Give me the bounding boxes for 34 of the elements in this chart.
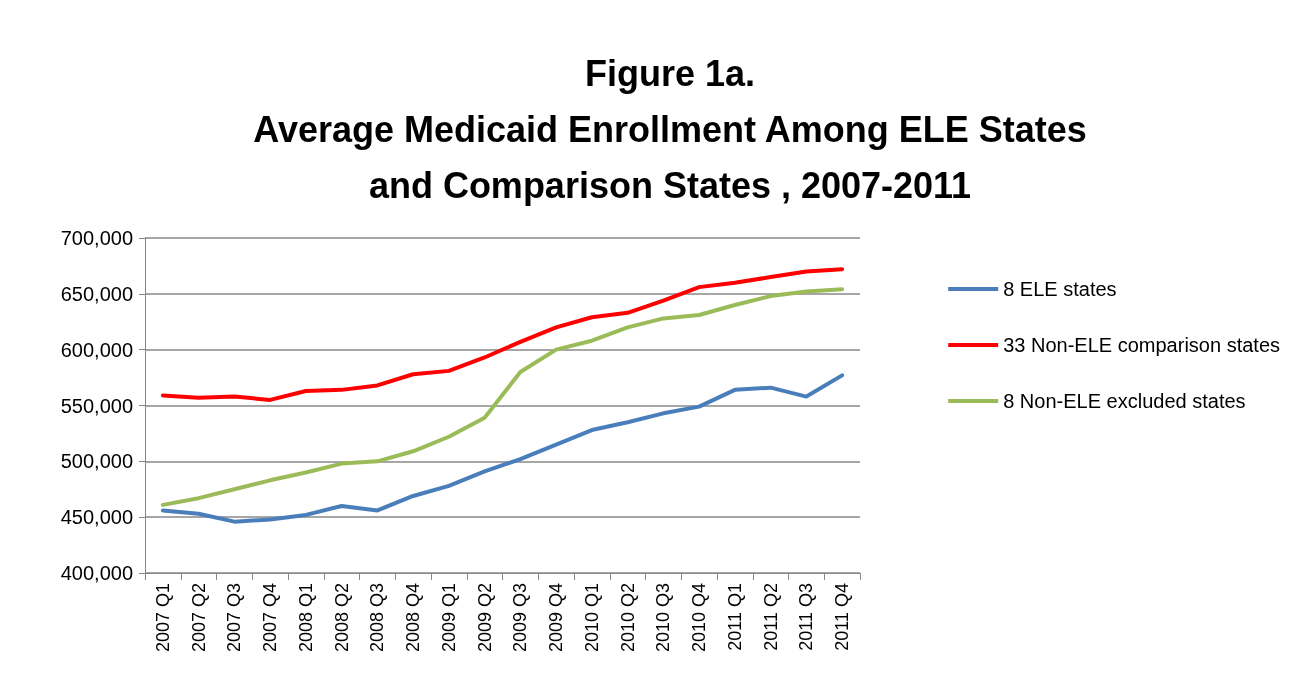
legend-label: 33 Non-ELE comparison states xyxy=(1003,334,1281,356)
y-tick-label: 550,000 xyxy=(60,394,133,417)
line-series xyxy=(160,373,845,524)
x-tick-label: 2007 Q2 xyxy=(188,583,209,653)
x-tick-label: 2009 Q3 xyxy=(510,583,531,653)
y-tick-label: 700,000 xyxy=(60,227,133,249)
x-tick-label: 2011 Q1 xyxy=(724,583,745,651)
x-tick-label: 2008 Q3 xyxy=(367,583,388,653)
legend-label: 8 Non-ELE excluded states xyxy=(1003,390,1246,412)
x-tick-label: 2008 Q4 xyxy=(403,583,424,653)
x-tick-label: 2007 Q4 xyxy=(260,583,281,653)
x-tick-label: 2007 Q1 xyxy=(152,583,173,653)
y-tick-label: 600,000 xyxy=(60,338,133,361)
line-series xyxy=(160,287,845,507)
line-series xyxy=(160,267,845,402)
x-tick-label: 2008 Q1 xyxy=(295,583,316,653)
x-tick-label: 2010 Q1 xyxy=(581,583,602,653)
x-tick-label: 2011 Q2 xyxy=(760,583,781,651)
x-tick-label: 2009 Q4 xyxy=(546,583,567,653)
chart-title: Figure 1a. Average Medicaid Enrollment Among ELE States and Comparison States , 2007-2011 xyxy=(253,52,1087,206)
x-tick-label: 2008 Q2 xyxy=(331,583,352,653)
x-tick-label: 2007 Q3 xyxy=(224,583,245,653)
x-tick-label: 2009 Q1 xyxy=(438,583,459,653)
x-tick-label: 2011 Q3 xyxy=(796,583,817,651)
x-tick-label: 2009 Q2 xyxy=(474,583,495,653)
x-tick-label: 2011 Q4 xyxy=(832,583,853,651)
x-tick-label: 2010 Q3 xyxy=(653,583,674,653)
x-tick-label: 2010 Q4 xyxy=(689,583,710,653)
x-tick-label: 2010 Q2 xyxy=(617,583,638,653)
legend-label: 8 ELE states xyxy=(1003,278,1117,300)
y-tick-label: 650,000 xyxy=(60,282,133,305)
y-tick-label: 500,000 xyxy=(60,450,133,473)
y-tick-label: 400,000 xyxy=(60,562,133,584)
y-tick-label: 450,000 xyxy=(60,506,133,529)
